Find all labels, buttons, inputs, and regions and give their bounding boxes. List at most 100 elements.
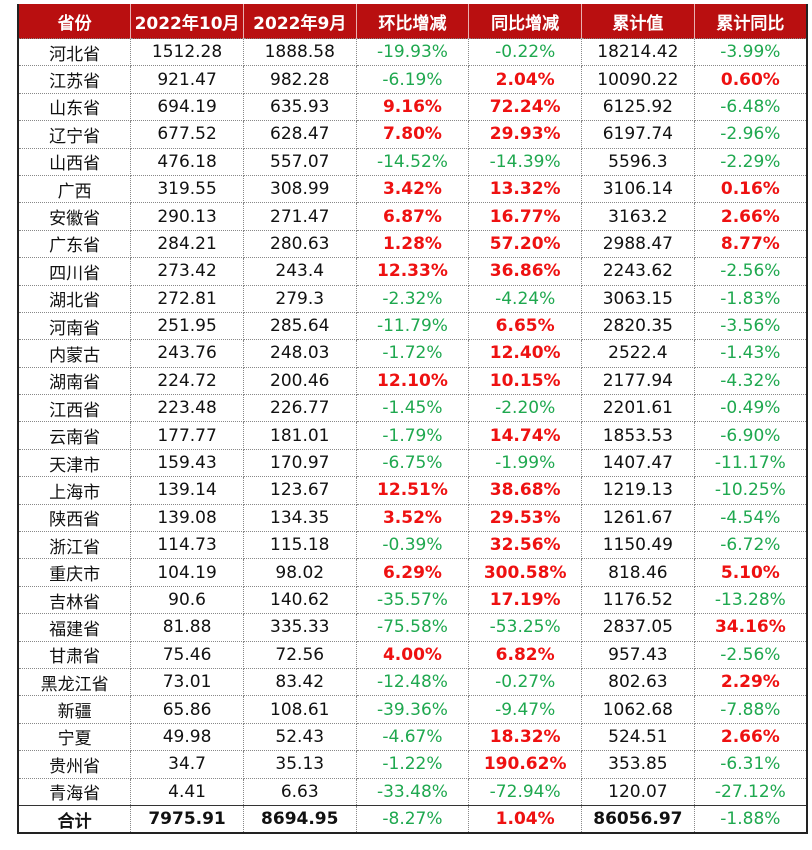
table-cell: 1853.53 — [581, 421, 695, 450]
table-row: 青海省 4.41 6.63 -33.48% -72.94% 120.07 -27.12% — [17, 777, 808, 806]
table-cell: 140.62 — [242, 585, 357, 615]
table-cell: 3.42% — [355, 174, 470, 204]
table-cell: 辽宁省 — [17, 120, 132, 149]
table-cell: 32.56% — [468, 531, 583, 560]
table-cell: 12.51% — [355, 476, 470, 505]
table-row: 河南省 251.95 285.64 -11.79% 6.65% 2820.35 -3.56% — [17, 311, 808, 341]
table-cell: 7975.91 — [130, 804, 244, 834]
table-cell: -6.31% — [693, 750, 808, 779]
table-cell: 223.48 — [130, 394, 244, 423]
table-cell: 17.19% — [468, 585, 583, 615]
table-row: 福建省 81.88 335.33 -75.58% -53.25% 2837.05 34.16… — [17, 613, 808, 642]
table-cell: -0.39% — [355, 531, 470, 560]
table-cell: 557.07 — [242, 147, 357, 176]
table-cell: -1.88% — [693, 804, 808, 834]
table-cell: 139.14 — [130, 476, 244, 505]
table-cell: -6.75% — [355, 448, 470, 478]
table-cell: 3.52% — [355, 503, 470, 533]
table-cell: 18.32% — [468, 722, 583, 752]
column-header: 累计值 — [581, 4, 695, 39]
table-cell: -4.54% — [693, 503, 808, 533]
table-row: 山西省 476.18 557.07 -14.52% -14.39% 5596.3 -2.29… — [17, 147, 808, 176]
table-row: 江苏省 921.47 982.28 -6.19% 2.04% 10090.22 0.60% — [17, 65, 808, 94]
table-cell: 江苏省 — [17, 65, 132, 94]
table-cell: 5.10% — [693, 558, 808, 587]
table-cell: 山西省 — [17, 147, 132, 176]
table-row: 吉林省 90.6 140.62 -35.57% 17.19% 1176.52 -13.28% — [17, 585, 808, 615]
province-data-table: 省份 2022年10月 2022年9月 环比增减 同比增减 累计值 累计同比 河北省 1512… — [17, 4, 808, 835]
column-header: 2022年10月 — [130, 4, 244, 39]
table-cell: 635.93 — [242, 92, 357, 122]
table-cell: 2522.4 — [581, 339, 695, 368]
table-cell: -2.56% — [693, 640, 808, 669]
table-row: 湖南省 224.72 200.46 12.10% 10.15% 2177.94 -4.32% — [17, 366, 808, 396]
table-cell: 104.19 — [130, 558, 244, 587]
table-cell: 224.72 — [130, 366, 244, 396]
table-cell: 2.29% — [693, 667, 808, 697]
table-cell: 35.13 — [242, 750, 357, 779]
table-cell: 9.16% — [355, 92, 470, 122]
table-cell: -1.22% — [355, 750, 470, 779]
table-row: 上海市 139.14 123.67 12.51% 38.68% 1219.13 -10.25… — [17, 476, 808, 505]
table-cell: 山东省 — [17, 92, 132, 122]
table-row: 黑龙江省 73.01 83.42 -12.48% -0.27% 802.63 2.29% — [17, 667, 808, 697]
table-cell: 6.82% — [468, 640, 583, 669]
table-cell: -4.24% — [468, 284, 583, 313]
table-cell: 818.46 — [581, 558, 695, 587]
table-cell: 1176.52 — [581, 585, 695, 615]
table-cell: 52.43 — [242, 722, 357, 752]
table-cell: 90.6 — [130, 585, 244, 615]
table-cell: -1.99% — [468, 448, 583, 478]
table-cell: -11.17% — [693, 448, 808, 478]
table-cell: 628.47 — [242, 120, 357, 149]
table-cell: 2243.62 — [581, 257, 695, 286]
table-cell: 982.28 — [242, 65, 357, 94]
table-cell: -12.48% — [355, 667, 470, 697]
table-cell: 贵州省 — [17, 750, 132, 779]
table-cell: 河北省 — [17, 37, 132, 67]
table-cell: 57.20% — [468, 229, 583, 259]
table-cell: 1219.13 — [581, 476, 695, 505]
table-cell: -6.90% — [693, 421, 808, 450]
column-header: 累计同比 — [693, 4, 807, 39]
table-cell: 5596.3 — [581, 147, 695, 176]
table-cell: -1.45% — [355, 394, 470, 423]
table-cell: 重庆市 — [17, 558, 132, 587]
table-cell: 65.86 — [130, 695, 244, 724]
table-cell: -53.25% — [468, 613, 583, 642]
table-row: 重庆市 104.19 98.02 6.29% 300.58% 818.46 5.10% — [17, 558, 808, 587]
table-cell: 2837.05 — [581, 613, 695, 642]
table-cell: -3.56% — [693, 311, 808, 341]
table-cell: 浙江省 — [17, 531, 132, 560]
table-cell: 29.53% — [468, 503, 583, 533]
table-cell: -2.29% — [693, 147, 808, 176]
table-cell: 290.13 — [130, 202, 244, 231]
table-cell: -35.57% — [355, 585, 470, 615]
table-cell: -75.58% — [355, 613, 470, 642]
table-cell: -1.83% — [693, 284, 808, 313]
table-cell: 251.95 — [130, 311, 244, 341]
table-cell: 34.7 — [130, 750, 244, 779]
table-cell: -2.32% — [355, 284, 470, 313]
table-cell: 3106.14 — [581, 174, 695, 204]
table-cell: -6.48% — [693, 92, 808, 122]
table-cell: 1.04% — [468, 804, 583, 834]
table-cell: 宁夏 — [17, 722, 132, 752]
table-row: 广西 319.55 308.99 3.42% 13.32% 3106.14 0.16% — [17, 174, 808, 204]
table-cell: -19.93% — [355, 37, 470, 67]
table-cell: 1150.49 — [581, 531, 695, 560]
table-cell: -10.25% — [693, 476, 808, 505]
table-cell: 177.77 — [130, 421, 244, 450]
table-cell: 73.01 — [130, 667, 244, 697]
table-cell: 云南省 — [17, 421, 132, 450]
table-cell: 12.40% — [468, 339, 583, 368]
table-cell: -3.99% — [693, 37, 808, 67]
table-cell: 3163.2 — [581, 202, 695, 231]
table-cell: 159.43 — [130, 448, 244, 478]
table-cell: 243.76 — [130, 339, 244, 368]
table-cell: 1888.58 — [242, 37, 357, 67]
table-cell: 114.73 — [130, 531, 244, 560]
table-cell: -0.49% — [693, 394, 808, 423]
table-cell: -4.67% — [355, 722, 470, 752]
table-cell: -39.36% — [355, 695, 470, 724]
